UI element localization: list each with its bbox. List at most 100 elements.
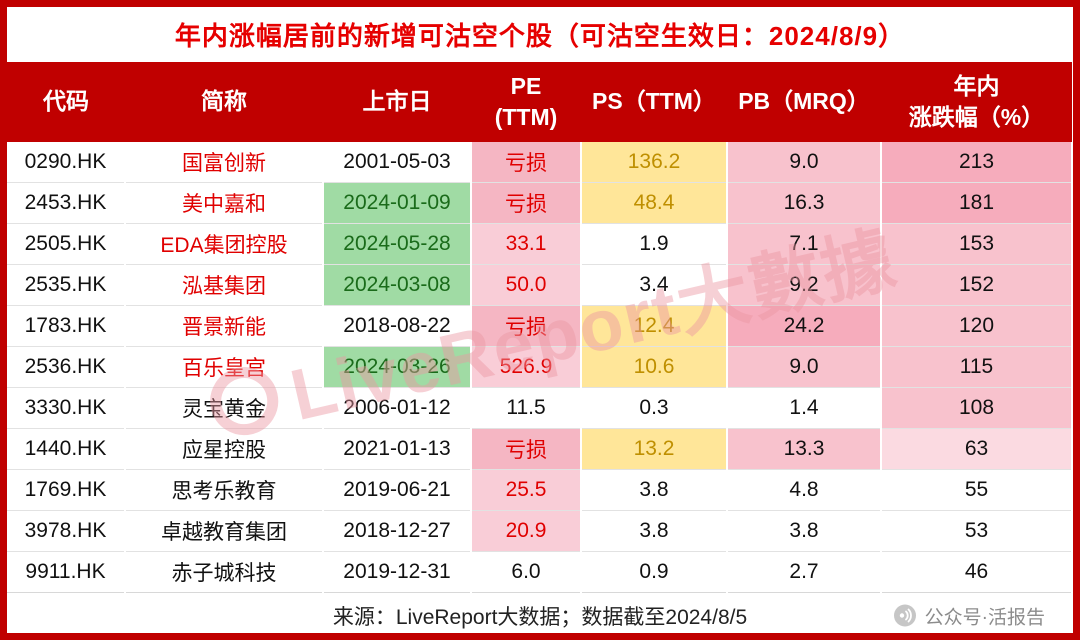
cell-code: 1440.HK xyxy=(7,428,126,470)
cell-pe: 亏损 xyxy=(471,305,582,347)
cell-code: 2535.HK xyxy=(7,264,126,306)
cell-pct: 46 xyxy=(881,551,1073,593)
stock-table: 代码 简称 上市日 PE (TTM) PS（TTM） PB（MRQ） 年内 涨跌幅（%） 029… xyxy=(7,62,1073,593)
cell-code: 2536.HK xyxy=(7,346,126,388)
cell-ps: 12.4 xyxy=(581,305,728,347)
cell-pe: 6.0 xyxy=(471,551,582,593)
table-row: 2535.HK 泓基集团 2024-03-08 50.0 3.4 9.2 152 xyxy=(7,264,1073,306)
source-text: 来源：LiveReport大数据；数据截至2024/8/5 xyxy=(332,605,748,629)
cell-code: 3330.HK xyxy=(7,387,126,429)
cell-code: 1783.HK xyxy=(7,305,126,347)
cell-pb: 16.3 xyxy=(727,182,882,224)
table-row: 2536.HK 百乐皇宫 2024-03-26 526.9 10.6 9.0 115 xyxy=(7,346,1073,388)
cell-pb: 3.8 xyxy=(727,510,882,552)
cell-pe: 526.9 xyxy=(471,346,582,388)
cell-pb: 9.0 xyxy=(727,346,882,388)
cell-name: 卓越教育集团 xyxy=(125,510,324,552)
column-header-name: 简称 xyxy=(125,62,323,142)
cell-date: 2018-12-27 xyxy=(323,510,472,552)
table-row: 0290.HK 国富创新 2001-05-03 亏损 136.2 9.0 213 xyxy=(7,142,1073,183)
header-row: 代码 简称 上市日 PE (TTM) PS（TTM） PB（MRQ） 年内 涨跌幅（%） xyxy=(7,62,1072,142)
cell-date: 2021-01-13 xyxy=(323,428,472,470)
cell-ps: 13.2 xyxy=(581,428,728,470)
cell-pct: 63 xyxy=(881,428,1073,470)
cell-pct: 108 xyxy=(881,387,1073,429)
cell-ps: 136.2 xyxy=(581,142,728,183)
cell-code: 2505.HK xyxy=(7,223,126,265)
column-header-pb: PB（MRQ） xyxy=(727,62,881,142)
cell-pb: 2.7 xyxy=(727,551,882,593)
table-row: 2505.HK EDA集团控股 2024-05-28 33.1 1.9 7.1 153 xyxy=(7,223,1073,265)
column-header-code: 代码 xyxy=(7,62,125,142)
cell-ps: 3.8 xyxy=(581,510,728,552)
cell-ps: 0.9 xyxy=(581,551,728,593)
cell-name: 国富创新 xyxy=(125,142,324,183)
cell-date: 2024-05-28 xyxy=(323,223,472,265)
cell-ps: 48.4 xyxy=(581,182,728,224)
cell-pct: 153 xyxy=(881,223,1073,265)
table-row: 3330.HK 灵宝黄金 2006-01-12 11.5 0.3 1.4 108 xyxy=(7,387,1073,429)
cell-name: 泓基集团 xyxy=(125,264,324,306)
cell-pb: 1.4 xyxy=(727,387,882,429)
cell-ps: 3.4 xyxy=(581,264,728,306)
cell-pb: 4.8 xyxy=(727,469,882,511)
cell-code: 3978.HK xyxy=(7,510,126,552)
table-row: 1440.HK 应星控股 2021-01-13 亏损 13.2 13.3 63 xyxy=(7,428,1073,470)
column-header-pe: PE (TTM) xyxy=(471,62,581,142)
cell-pct: 55 xyxy=(881,469,1073,511)
cell-pb: 13.3 xyxy=(727,428,882,470)
cell-ps: 3.8 xyxy=(581,469,728,511)
cell-pb: 24.2 xyxy=(727,305,882,347)
cell-pe: 20.9 xyxy=(471,510,582,552)
cell-pe: 亏损 xyxy=(471,182,582,224)
cell-pct: 213 xyxy=(881,142,1073,183)
cell-date: 2006-01-12 xyxy=(323,387,472,429)
cell-pe: 11.5 xyxy=(471,387,582,429)
footer: 来源：LiveReport大数据；数据截至2024/8/5 公众号·活报告 xyxy=(7,593,1073,633)
column-header-date: 上市日 xyxy=(323,62,471,142)
cell-date: 2024-03-08 xyxy=(323,264,472,306)
table-row: 1769.HK 思考乐教育 2019-06-21 25.5 3.8 4.8 55 xyxy=(7,469,1073,511)
cell-ps: 10.6 xyxy=(581,346,728,388)
title-bar: 年内涨幅居前的新增可沽空个股（可沽空生效日：2024/8/9） xyxy=(7,7,1073,62)
cell-ps: 0.3 xyxy=(581,387,728,429)
cell-date: 2019-06-21 xyxy=(323,469,472,511)
cell-code: 9911.HK xyxy=(7,551,126,593)
column-header-pct: 年内 涨跌幅（%） xyxy=(881,62,1072,142)
cell-name: 赤子城科技 xyxy=(125,551,324,593)
cell-name: 晋景新能 xyxy=(125,305,324,347)
cell-pb: 9.2 xyxy=(727,264,882,306)
cell-pe: 亏损 xyxy=(471,142,582,183)
cell-pe: 亏损 xyxy=(471,428,582,470)
cell-pe: 33.1 xyxy=(471,223,582,265)
wechat-label: 公众号·活报告 xyxy=(924,607,1045,628)
table-row: 1783.HK 晋景新能 2018-08-22 亏损 12.4 24.2 120 xyxy=(7,305,1073,347)
cell-pe: 50.0 xyxy=(471,264,582,306)
cell-pct: 120 xyxy=(881,305,1073,347)
cell-date: 2024-03-26 xyxy=(323,346,472,388)
cell-pct: 115 xyxy=(881,346,1073,388)
cell-pb: 7.1 xyxy=(727,223,882,265)
page-title: 年内涨幅居前的新增可沽空个股（可沽空生效日：2024/8/9） xyxy=(174,21,906,51)
table-row: 9911.HK 赤子城科技 2019-12-31 6.0 0.9 2.7 46 xyxy=(7,551,1073,593)
cell-name: 美中嘉和 xyxy=(125,182,324,224)
cell-pct: 53 xyxy=(881,510,1073,552)
table-row: 2453.HK 美中嘉和 2024-01-09 亏损 48.4 16.3 181 xyxy=(7,182,1073,224)
cell-name: 百乐皇宫 xyxy=(125,346,324,388)
table-body: 0290.HK 国富创新 2001-05-03 亏损 136.2 9.0 213 2453.H… xyxy=(7,142,1073,593)
column-header-ps: PS（TTM） xyxy=(581,62,727,142)
table-row: 3978.HK 卓越教育集团 2018-12-27 20.9 3.8 3.8 53 xyxy=(7,510,1073,552)
cell-pb: 9.0 xyxy=(727,142,882,183)
table-wrap: 代码 简称 上市日 PE (TTM) PS（TTM） PB（MRQ） 年内 涨跌幅（%） 029… xyxy=(7,62,1073,593)
cell-pct: 152 xyxy=(881,264,1073,306)
cell-code: 1769.HK xyxy=(7,469,126,511)
wechat-official-account-icon xyxy=(893,604,916,627)
wechat-badge: 公众号·活报告 xyxy=(893,602,1045,629)
cell-date: 2018-08-22 xyxy=(323,305,472,347)
cell-date: 2019-12-31 xyxy=(323,551,472,593)
cell-date: 2001-05-03 xyxy=(323,142,472,183)
cell-code: 2453.HK xyxy=(7,182,126,224)
cell-ps: 1.9 xyxy=(581,223,728,265)
cell-date: 2024-01-09 xyxy=(323,182,472,224)
